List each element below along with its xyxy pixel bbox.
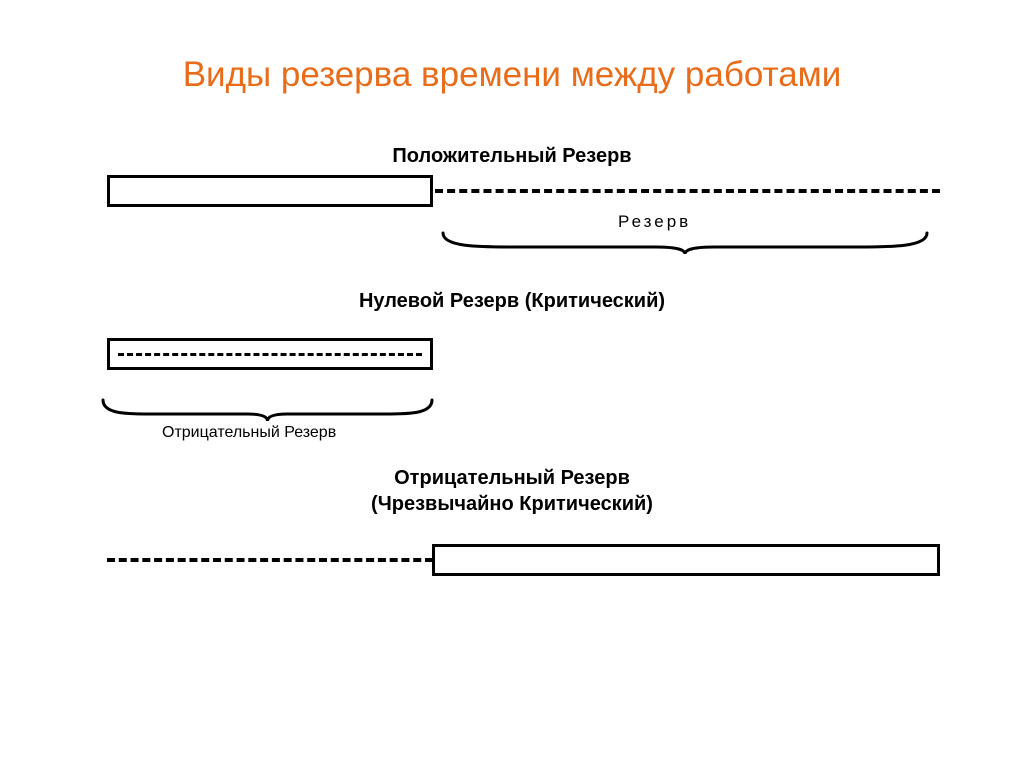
negative-label: Отрицательный Резерв: [0, 467, 1024, 490]
positive-bar: [107, 175, 433, 207]
zero-brace-label: Отрицательный Резерв: [162, 424, 336, 442]
zero-inner-dash: [118, 353, 422, 356]
page: Виды резерва времени между работами Поло…: [0, 0, 1024, 767]
zero-brace: [100, 397, 435, 425]
negative-bar: [432, 544, 940, 576]
positive-dash: [435, 189, 940, 193]
negative-dash: [107, 558, 433, 562]
negative-sublabel: (Чрезвычайно Критический): [0, 493, 1024, 516]
positive-label: Положительный Резерв: [0, 145, 1024, 168]
positive-brace-label: Резерв: [618, 212, 691, 232]
page-title: Виды резерва времени между работами: [0, 55, 1024, 95]
positive-brace: [440, 230, 930, 258]
zero-label: Нулевой Резерв (Критический): [0, 290, 1024, 313]
